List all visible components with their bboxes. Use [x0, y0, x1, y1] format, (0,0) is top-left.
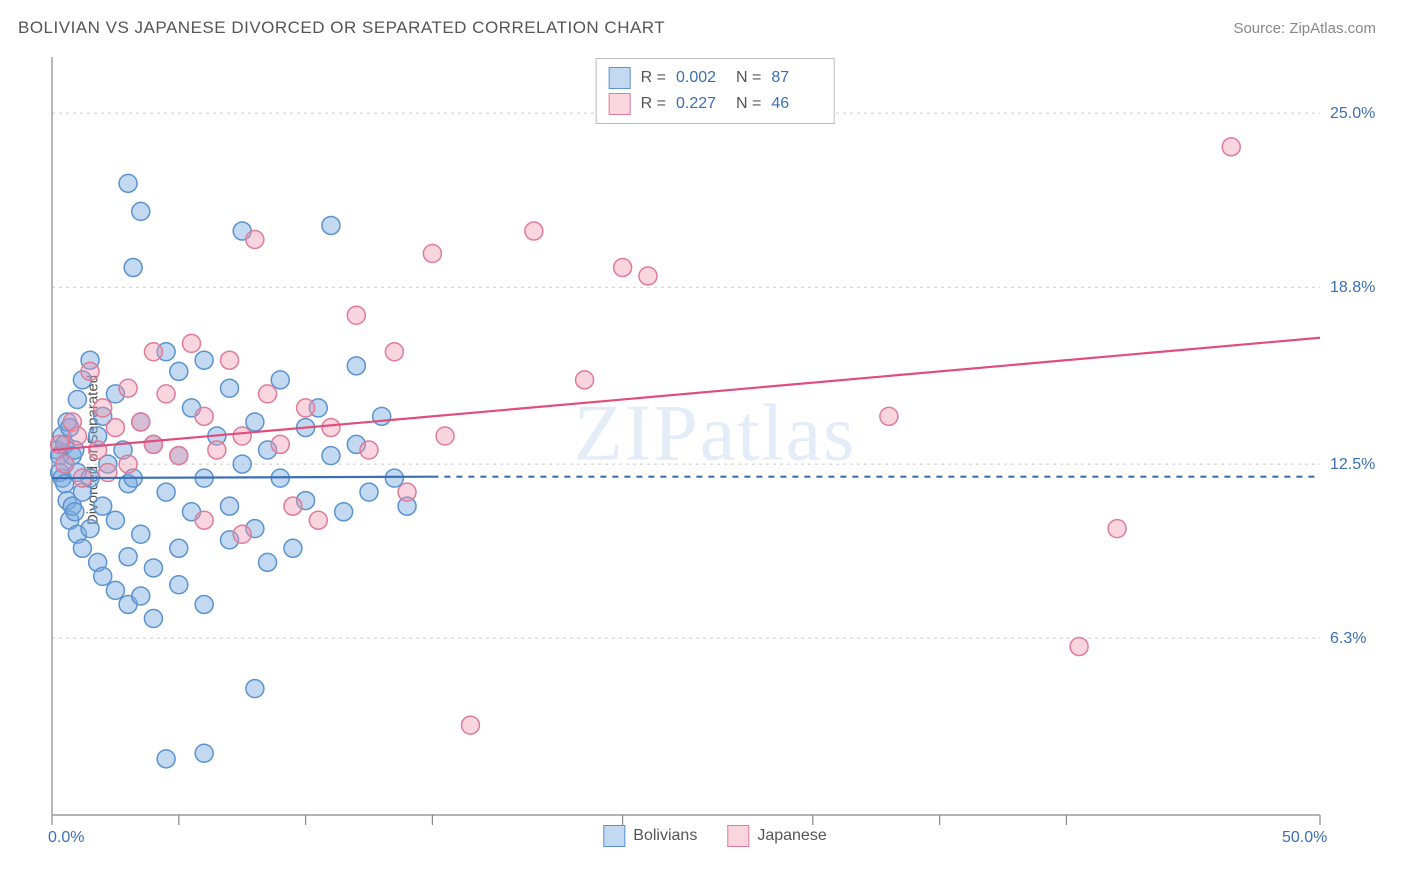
legend-row-bolivians: R = 0.002 N = 87: [609, 65, 822, 91]
svg-text:6.3%: 6.3%: [1330, 630, 1366, 647]
legend-item-bolivians: Bolivians: [603, 825, 697, 847]
x-axis-max: 50.0%: [1282, 829, 1327, 847]
chart-header: BOLIVIAN VS JAPANESE DIVORCED OR SEPARAT…: [0, 0, 1406, 50]
swatch-japanese-bottom: [727, 825, 749, 847]
legend-item-japanese: Japanese: [727, 825, 826, 847]
chart-source: Source: ZipAtlas.com: [1233, 20, 1376, 37]
legend-series: Bolivians Japanese: [603, 825, 826, 847]
legend-stats: R = 0.002 N = 87 R = 0.227 N = 46: [596, 58, 835, 124]
chart-area: Divorced or Separated 6.3%12.5%18.8%25.0…: [50, 55, 1380, 845]
scatter-plot: 6.3% 12.5% 18.8% 25.0%: [50, 55, 1380, 845]
swatch-japanese: [609, 93, 631, 115]
swatch-bolivians: [609, 67, 631, 89]
svg-text:25.0%: 25.0%: [1330, 105, 1375, 122]
swatch-bolivians-bottom: [603, 825, 625, 847]
legend-row-japanese: R = 0.227 N = 46: [609, 91, 822, 117]
chart-title: BOLIVIAN VS JAPANESE DIVORCED OR SEPARAT…: [18, 18, 665, 38]
svg-text:18.8%: 18.8%: [1330, 279, 1375, 296]
x-axis-min: 0.0%: [48, 829, 84, 847]
svg-text:12.5%: 12.5%: [1330, 456, 1375, 473]
